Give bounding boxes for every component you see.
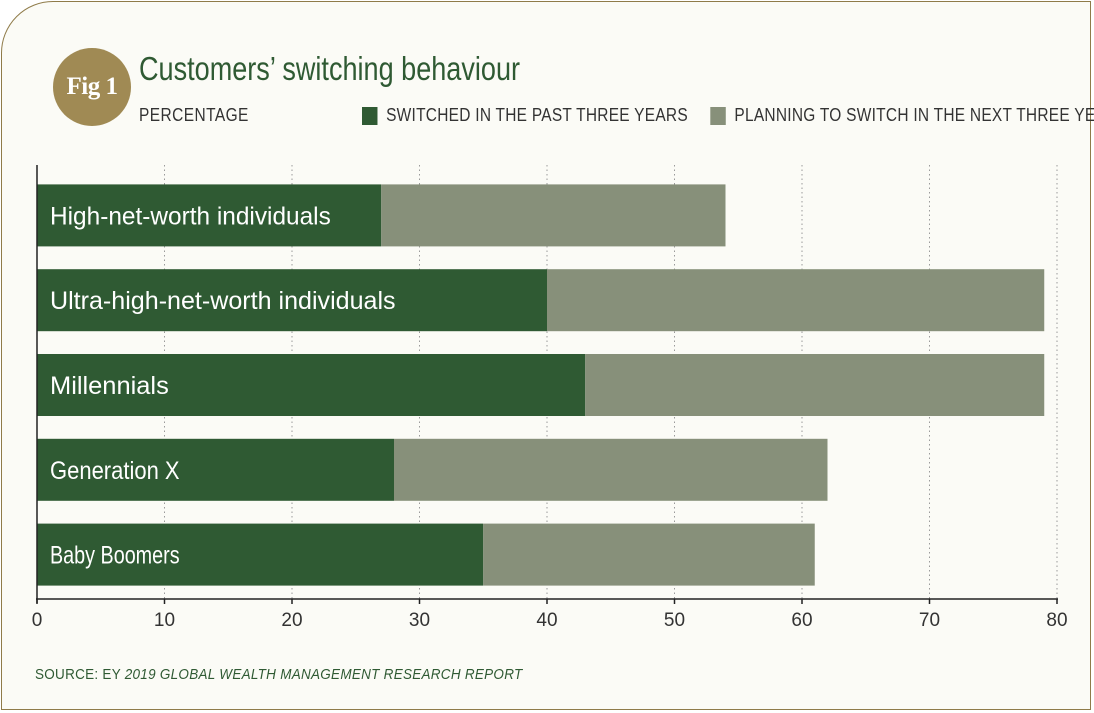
- category-label-2: Millennials: [50, 372, 169, 400]
- x-tick-label-30: 30: [409, 610, 430, 631]
- x-tick-label-20: 20: [281, 610, 302, 631]
- x-tick-label-50: 50: [664, 610, 685, 631]
- bar-planning-1: [547, 269, 1045, 332]
- x-tick-label-40: 40: [536, 610, 557, 631]
- legend-item-switched: SWITCHED IN THE PAST THREE YEARS: [362, 105, 688, 126]
- legend-label-switched: SWITCHED IN THE PAST THREE YEARS: [386, 105, 688, 125]
- bar-planning-3: [394, 438, 828, 501]
- category-label-3: Generation X: [50, 457, 180, 485]
- chart-subtitle: PERCENTAGE: [139, 105, 249, 125]
- chart-title: Customers’ switching behaviour: [139, 50, 521, 87]
- legend-swatch-switched: [362, 106, 378, 125]
- category-label-4: Baby Boomers: [50, 542, 180, 570]
- bar-switched-2: [37, 354, 586, 416]
- bar-switched-3: [37, 438, 394, 501]
- source-title: 2019 GLOBAL WEALTH MANAGEMENT RESEARCH R…: [124, 666, 523, 683]
- x-tick-label-80: 80: [1046, 610, 1067, 631]
- x-tick-label-10: 10: [154, 610, 175, 631]
- bar-planning-2: [585, 354, 1045, 416]
- category-label-0: High-net-worth individuals: [50, 202, 331, 230]
- figure-badge: Fig 1: [53, 48, 131, 126]
- x-tick-label-60: 60: [791, 610, 812, 631]
- category-label-1: Ultra-high-net-worth individuals: [50, 287, 396, 315]
- legend-swatch-planning: [710, 106, 726, 125]
- chart-legend: SWITCHED IN THE PAST THREE YEARS PLANNIN…: [362, 105, 1094, 126]
- bar-planning-4: [483, 523, 815, 586]
- bar-planning-0: [381, 184, 726, 247]
- x-tick-label-70: 70: [919, 610, 940, 631]
- source-prefix: SOURCE: EY: [35, 666, 125, 683]
- figure-badge-label: Fig 1: [66, 73, 118, 100]
- x-tick-label-0: 0: [32, 610, 43, 631]
- source-note: SOURCE: EY 2019 GLOBAL WEALTH MANAGEMENT…: [35, 666, 523, 683]
- legend-item-planning: PLANNING TO SWITCH IN THE NEXT THREE YEA…: [710, 105, 1094, 126]
- bar-switched-4: [37, 523, 484, 586]
- bar-switched-0: [37, 184, 382, 247]
- legend-label-planning: PLANNING TO SWITCH IN THE NEXT THREE YEA…: [734, 105, 1094, 125]
- bar-switched-1: [37, 269, 547, 332]
